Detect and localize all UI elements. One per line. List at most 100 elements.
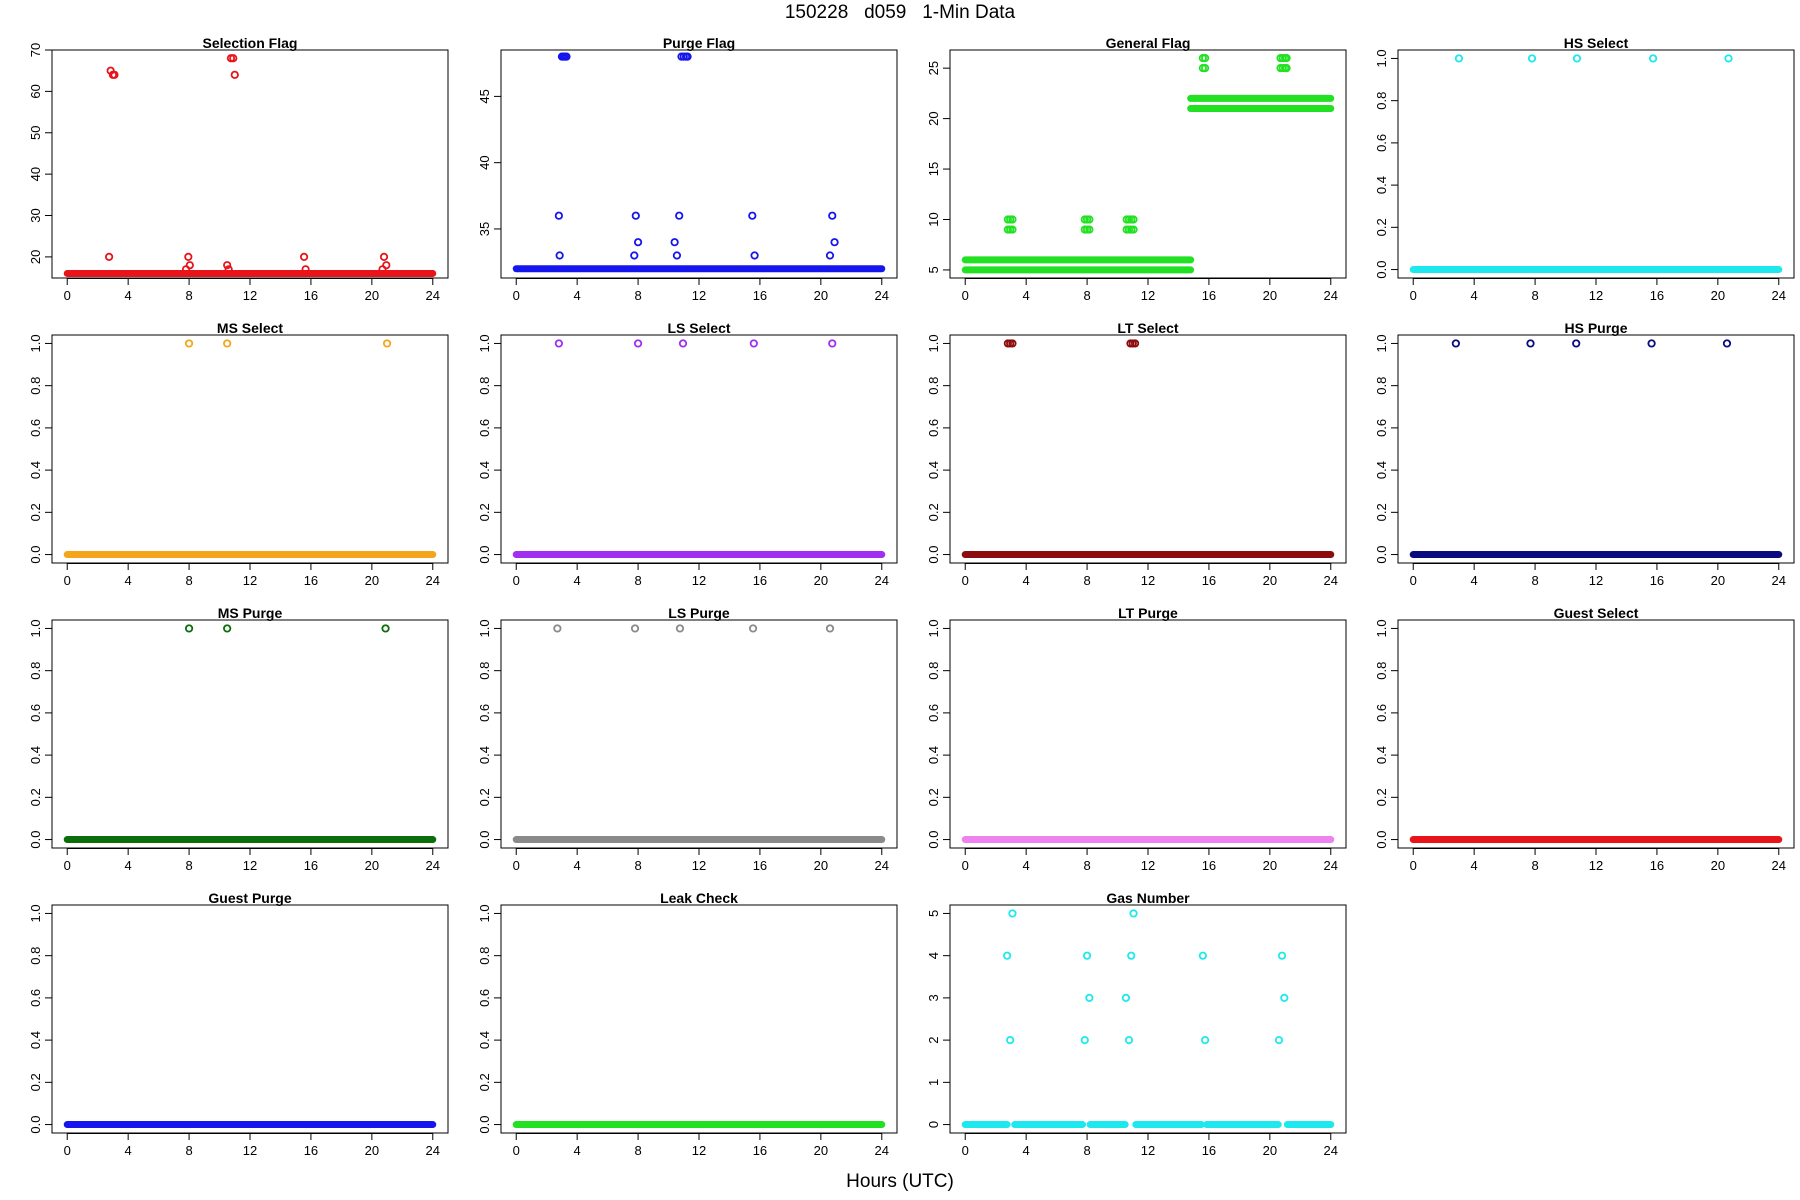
y-tick-label: 0.4 <box>926 461 941 479</box>
x-tick-label: 24 <box>1772 288 1786 303</box>
y-tick-label: 20 <box>926 111 941 125</box>
panel-title: Leak Check <box>660 890 738 906</box>
x-tick-label: 0 <box>64 1143 71 1158</box>
x-tick-label: 20 <box>1263 1143 1277 1158</box>
x-tick-label: 24 <box>1324 1143 1338 1158</box>
data-point <box>382 261 391 270</box>
y-tick-label: 0.2 <box>477 788 492 806</box>
panel-title: Guest Select <box>1554 605 1639 621</box>
y-tick-label: 0.0 <box>477 1116 492 1134</box>
plot-frame <box>949 619 1347 849</box>
x-tick-label: 0 <box>513 858 520 873</box>
x-tick-label: 8 <box>1083 858 1090 873</box>
x-tick-label: 8 <box>1083 573 1090 588</box>
data-point <box>1129 909 1138 918</box>
x-tick-label: 8 <box>1531 573 1538 588</box>
plot-frame <box>500 904 898 1134</box>
x-tick-label: 24 <box>426 573 440 588</box>
data-point <box>1201 64 1210 73</box>
x-tick-label: 20 <box>814 858 828 873</box>
data-point <box>1649 54 1658 63</box>
data-point <box>748 211 757 220</box>
data-point <box>299 252 309 261</box>
y-tick-label: 0.0 <box>1374 261 1389 279</box>
plot-frame <box>500 334 898 564</box>
y-tick-label: 0.8 <box>1374 377 1389 395</box>
panel-leak-check: Leak Check 0 4 8 12 16 20 24 0.0 0.2 0.4 0.6 0.8 1.0 <box>477 890 898 1158</box>
x-tick-label: 24 <box>875 573 889 588</box>
x-tick-label: 0 <box>1410 288 1417 303</box>
x-tick-label: 20 <box>1263 858 1277 873</box>
panel-title: Selection Flag <box>203 35 298 51</box>
data-point <box>1527 54 1537 63</box>
panel-hs-select: HS Select 0 4 8 12 16 20 24 0.0 0.2 0.4 0.6 0.8 1.0 <box>1374 35 1795 303</box>
panel-title: LS Purge <box>668 605 730 621</box>
x-tick-label: 16 <box>1650 288 1664 303</box>
x-tick-label: 8 <box>185 858 192 873</box>
y-tick-label: 0.8 <box>28 947 43 965</box>
y-tick-label: 2 <box>926 1036 941 1043</box>
data-point <box>554 211 563 220</box>
y-tick-label: 1.0 <box>926 619 941 637</box>
y-tick-label: 1.0 <box>926 334 941 352</box>
panel-ms-select: MS Select 0 4 8 12 16 20 24 0.0 0.2 0.4 0.6 0.8 1.0 <box>28 320 449 588</box>
x-tick-label: 0 <box>64 288 71 303</box>
x-tick-label: 8 <box>1083 288 1090 303</box>
x-tick-label: 8 <box>185 288 192 303</box>
x-tick-label: 12 <box>692 1143 706 1158</box>
x-tick-label: 12 <box>243 858 257 873</box>
panel-lt-purge: LT Purge 0 4 8 12 16 20 24 0.0 0.2 0.4 0.6 0.8 1.0 <box>926 605 1347 873</box>
y-tick-label: 1.0 <box>1374 334 1389 352</box>
x-tick-label: 16 <box>1650 858 1664 873</box>
y-tick-label: 0.6 <box>1374 134 1389 152</box>
x-tick-label: 20 <box>1711 288 1725 303</box>
x-tick-label: 12 <box>1141 858 1155 873</box>
y-tick-label: 0.6 <box>28 989 43 1007</box>
x-tick-label: 8 <box>634 1143 641 1158</box>
data-point <box>301 265 310 274</box>
x-tick-label: 8 <box>185 573 192 588</box>
y-tick-label: 1.0 <box>477 904 492 922</box>
data-point <box>683 52 692 61</box>
data-point <box>828 339 837 348</box>
x-tick-label: 4 <box>1471 573 1478 588</box>
plot-frame <box>1397 49 1795 279</box>
y-tick-label: 0.4 <box>28 746 43 764</box>
x-tick-label: 12 <box>692 858 706 873</box>
x-tick-label: 4 <box>574 858 581 873</box>
data-point <box>1451 339 1460 348</box>
panel-title: LT Purge <box>1118 605 1178 621</box>
y-tick-label: 1.0 <box>477 619 492 637</box>
y-tick-label: 0.8 <box>477 377 492 395</box>
x-tick-label: 12 <box>1141 1143 1155 1158</box>
y-tick-label: 1.0 <box>28 334 43 352</box>
y-tick-label: 0.4 <box>28 461 43 479</box>
x-tick-label: 16 <box>1202 288 1216 303</box>
y-tick-label: 70 <box>28 43 43 57</box>
data-point <box>825 624 835 633</box>
y-tick-label: 0.4 <box>1374 461 1389 479</box>
y-tick-label: 0.4 <box>477 746 492 764</box>
data-point <box>1526 339 1535 348</box>
panel-selection-flag: Selection Flag 0 4 8 12 16 20 24 20 30 40 50 60 70 <box>28 35 449 303</box>
panel-general-flag: General Flag 0 4 8 12 16 20 24 5 10 15 20 25 <box>926 35 1347 303</box>
x-tick-label: 16 <box>753 573 767 588</box>
data-point <box>1124 1036 1134 1045</box>
data-point <box>223 339 232 348</box>
x-tick-label: 16 <box>753 858 767 873</box>
x-tick-label: 0 <box>962 1143 969 1158</box>
x-tick-label: 0 <box>962 573 969 588</box>
y-tick-label: 0.0 <box>477 831 492 849</box>
x-tick-label: 24 <box>1324 858 1338 873</box>
panel-title: General Flag <box>1106 35 1191 51</box>
y-tick-label: 1.0 <box>28 904 43 922</box>
x-tick-label: 4 <box>1023 1143 1030 1158</box>
y-tick-label: 0.8 <box>1374 92 1389 110</box>
x-tick-label: 8 <box>634 858 641 873</box>
x-tick-label: 16 <box>304 858 318 873</box>
data-point <box>184 252 193 261</box>
y-tick-label: 0.8 <box>926 662 941 680</box>
data-point <box>1282 64 1291 73</box>
y-tick-label: 0.0 <box>28 831 43 849</box>
data-point <box>1280 993 1289 1002</box>
